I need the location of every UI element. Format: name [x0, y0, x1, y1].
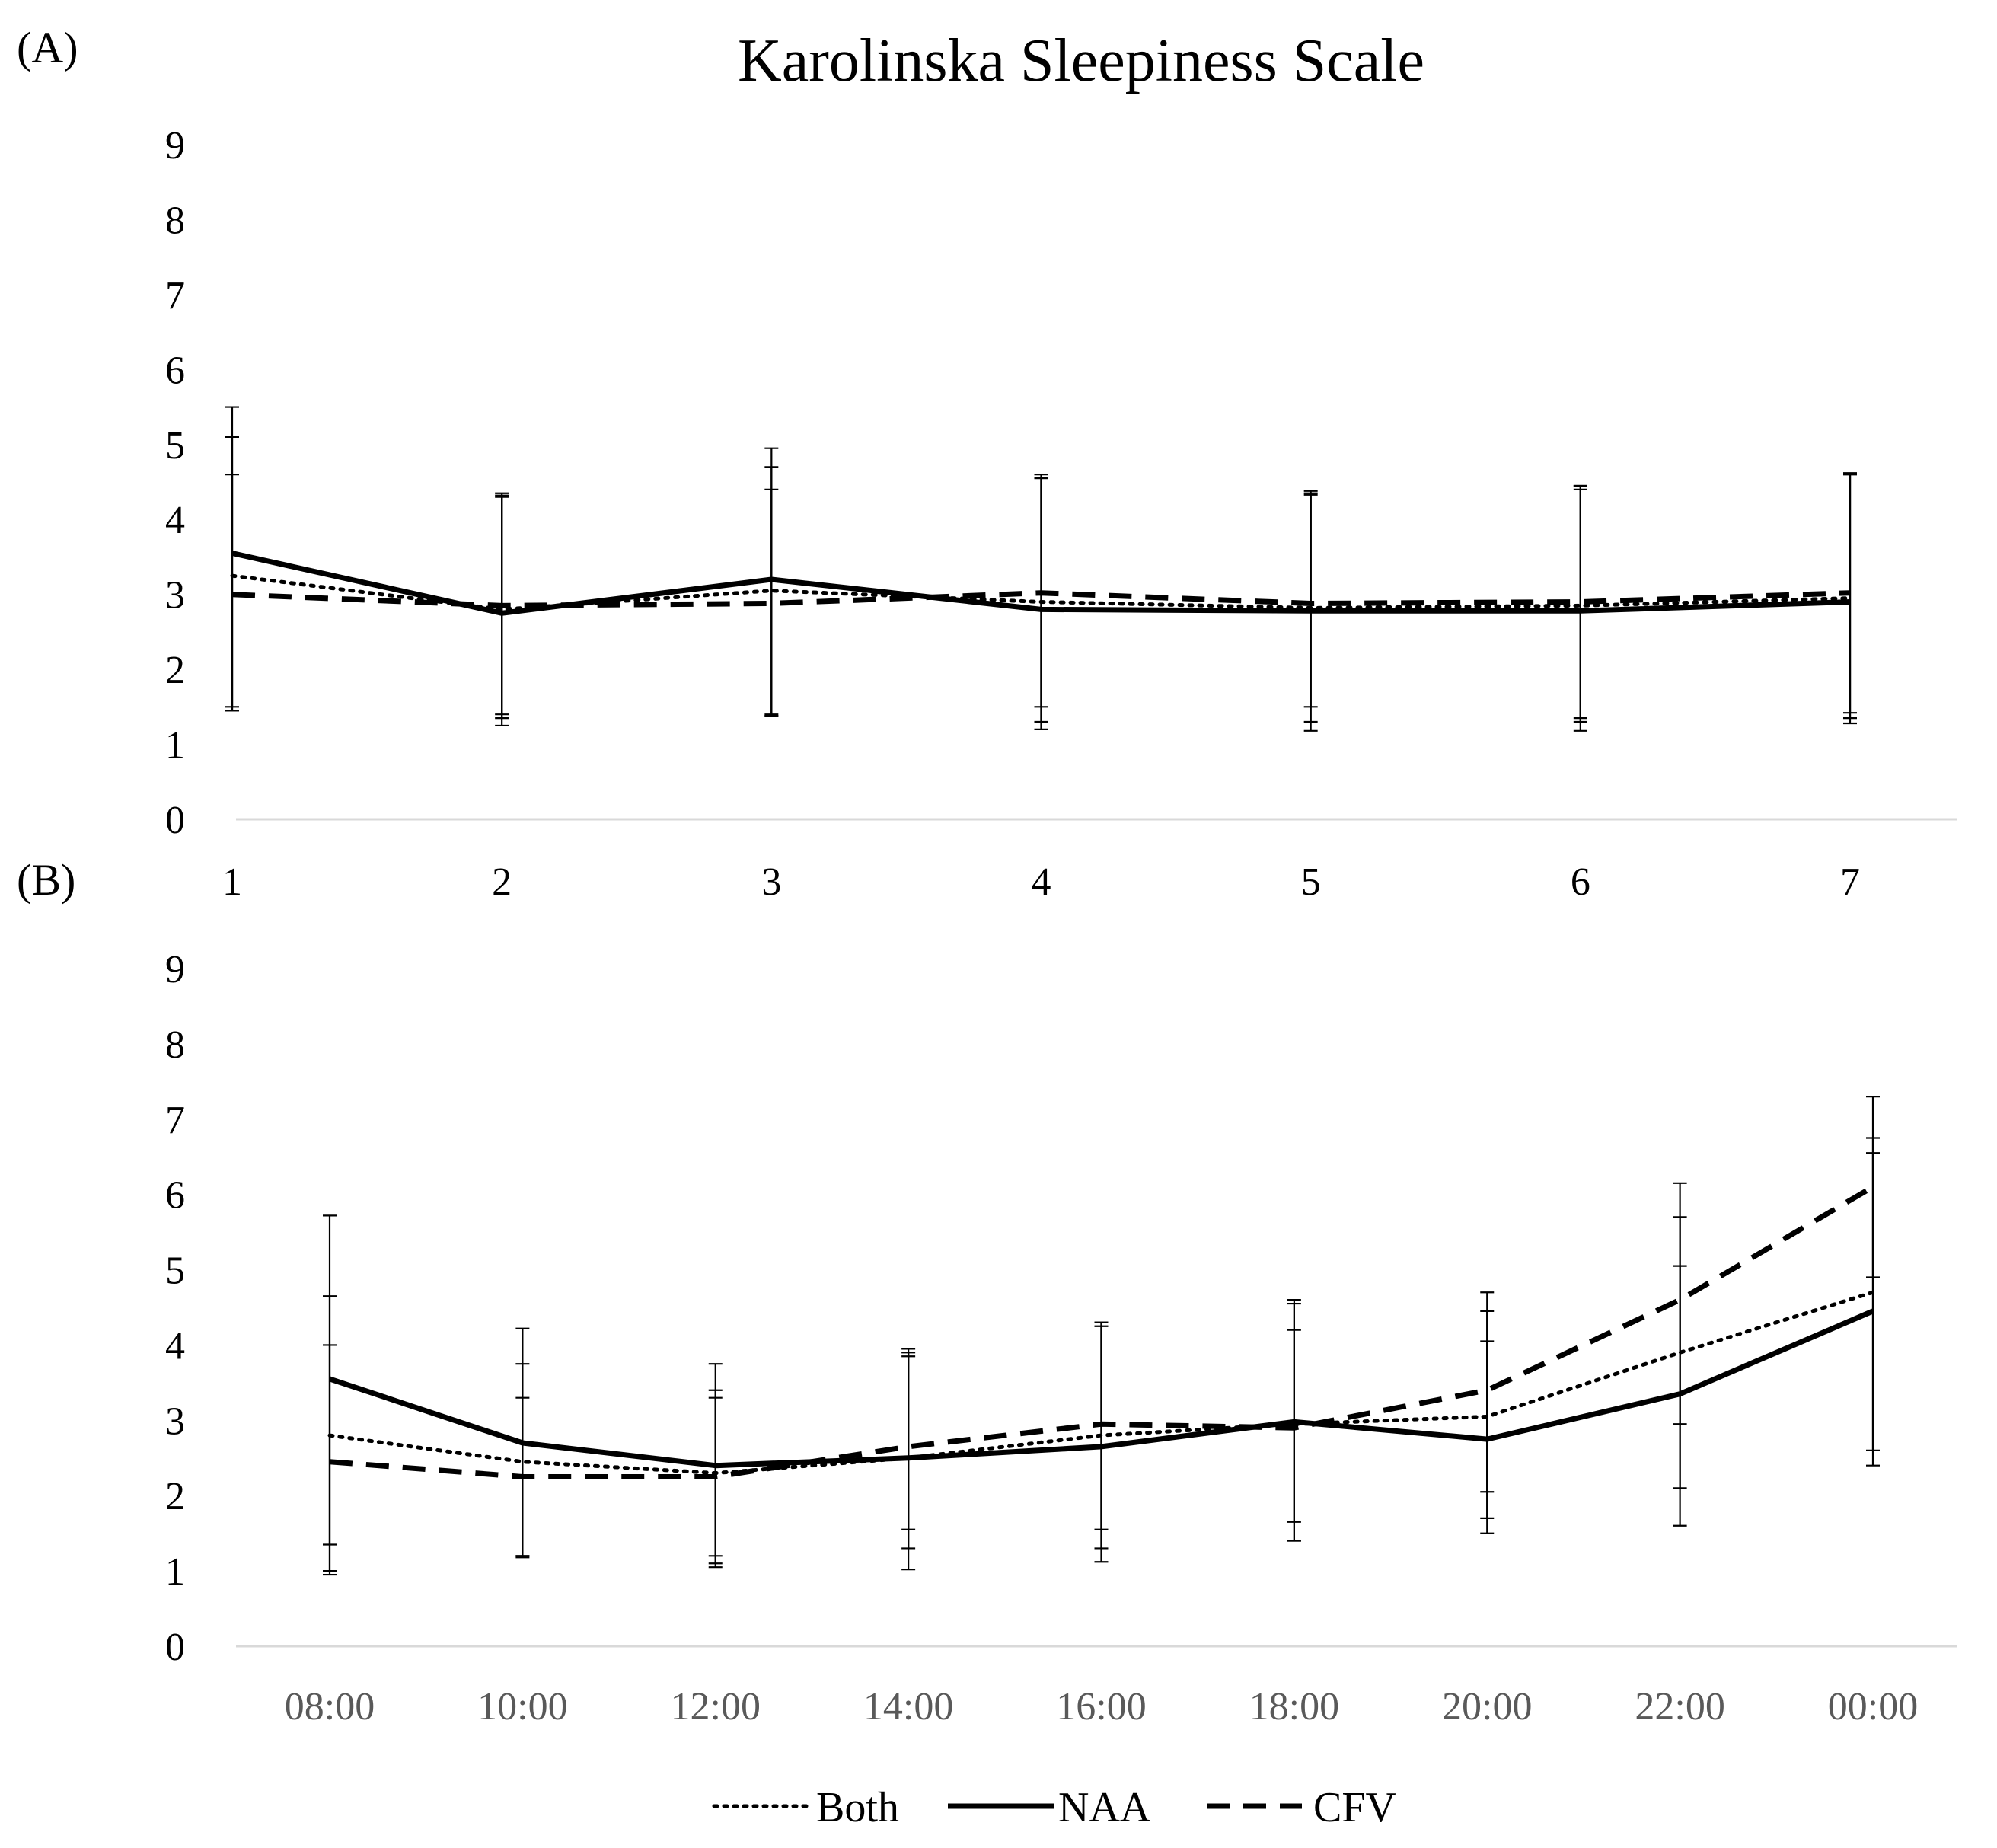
panel-b-x-tick-label: 18:00 — [1249, 1685, 1339, 1728]
panel-a-y-tick-label: 3 — [165, 574, 185, 618]
panel-b-x-tick-label: 08:00 — [285, 1685, 375, 1728]
panel-a-x-tick-label: 6 — [1571, 860, 1590, 904]
panel-a-x-tick-label: 5 — [1301, 860, 1321, 904]
panel-b-y-tick-label: 6 — [165, 1174, 185, 1218]
panel-a-x-tick-label: 7 — [1840, 860, 1860, 904]
panel-b-x-tick-label: 14:00 — [863, 1685, 953, 1728]
panel-b-y-tick-label: 2 — [165, 1475, 185, 1518]
panel-b-x-tick-label: 22:00 — [1635, 1685, 1724, 1728]
panel-b-x-tick-label: 00:00 — [1828, 1685, 1918, 1728]
panel-b-y-tick-label: 7 — [165, 1099, 185, 1142]
panel-a-y-tick-label: 5 — [165, 424, 185, 468]
panel-a-y-tick-label: 6 — [165, 349, 185, 392]
panel-b-y-tick-label: 5 — [165, 1250, 185, 1293]
chart-title: Karolinska Sleepiness Scale — [738, 27, 1424, 94]
panel-a-y-tick-label: 2 — [165, 649, 185, 692]
panel-b-y-tick-label: 0 — [165, 1626, 185, 1669]
legend: Both NAA CFV — [714, 1784, 1396, 1831]
panel-a-y-tick-label: 9 — [165, 124, 185, 168]
panel-b-x-tick-label: 20:00 — [1442, 1685, 1532, 1728]
panel-a-y-tick-label: 7 — [165, 274, 185, 318]
panel-a-y-tick-label: 0 — [165, 799, 185, 842]
panel-b-x-tick-label: 10:00 — [477, 1685, 567, 1728]
panel-b-plot: 0 1 2 3 4 5 6 7 8 9 08:00 10:00 12:00 14:00 16:00 18:00… — [165, 948, 1957, 1728]
panel-a-y-tick-label: 8 — [165, 199, 185, 242]
panel-a-x-tick-label: 3 — [761, 860, 781, 904]
legend-label-naa: NAA — [1058, 1784, 1151, 1831]
legend-label-both: Both — [816, 1784, 899, 1831]
panel-b-x-tick-label: 12:00 — [671, 1685, 761, 1728]
panel-b-y-tick-label: 4 — [165, 1324, 185, 1368]
chart-canvas: Karolinska Sleepiness Scale (A) (B) 0123… — [0, 0, 1997, 1848]
panel-b-x-tick-label: 16:00 — [1056, 1685, 1146, 1728]
panel-b-y-tick-label: 8 — [165, 1023, 185, 1067]
panel-a-y-tick-label: 4 — [165, 499, 185, 542]
panel-b-y-tick-label: 1 — [165, 1550, 185, 1594]
panel-b-y-tick-label: 9 — [165, 948, 185, 991]
panel-a-x-tick-label: 4 — [1032, 860, 1051, 904]
panel-a-x-tick-label: 2 — [492, 860, 512, 904]
panel-label-b: (B) — [17, 855, 75, 905]
legend-label-cfv: CFV — [1313, 1784, 1396, 1831]
panel-a-y-tick-label: 1 — [165, 724, 185, 768]
panel-b-y-tick-label: 3 — [165, 1400, 185, 1443]
figure: Karolinska Sleepiness Scale (A) (B) 0123… — [0, 0, 1997, 1848]
panel-label-a: (A) — [17, 23, 78, 72]
panel-a-x-tick-label: 1 — [222, 860, 242, 904]
